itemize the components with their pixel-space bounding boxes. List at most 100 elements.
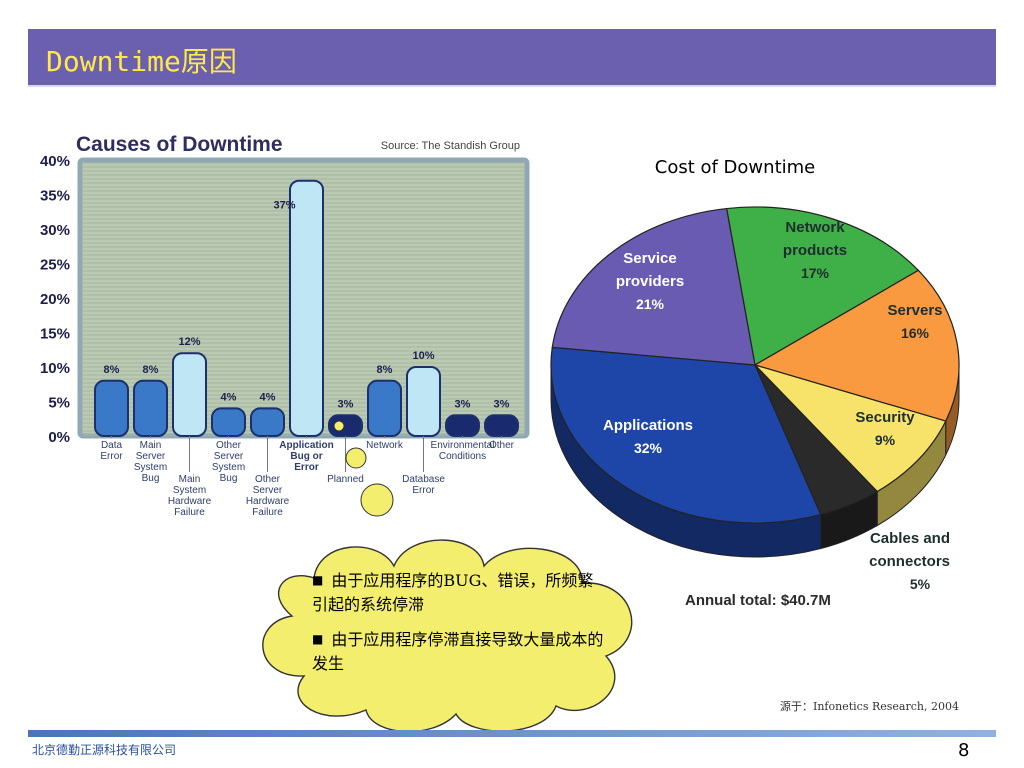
bar-value-label: 3% <box>338 398 354 410</box>
category-label: Other <box>216 440 242 451</box>
bar <box>133 379 168 438</box>
bar <box>250 407 285 437</box>
pie-slice-value: 9% <box>875 432 896 448</box>
bar <box>94 379 129 438</box>
pie-slice-label: providers <box>616 273 684 290</box>
category-label: Bug <box>220 473 238 484</box>
category-label: Main <box>179 474 201 485</box>
bar-chart-title: Causes of Downtime <box>76 133 283 156</box>
pie-slice-label: Network <box>785 219 845 236</box>
bar-value-label: 8% <box>143 364 159 376</box>
y-tick-label: 15% <box>40 326 70 343</box>
category-label: Server <box>214 451 244 462</box>
footer-company: 北京德勤正源科技有限公司 <box>32 743 177 757</box>
source-note: 源于：Infonetics Research, 2004 <box>780 700 959 713</box>
category-label: Network <box>366 440 404 451</box>
pie-slice-label: Applications <box>603 417 693 434</box>
bar <box>484 414 519 437</box>
y-tick-label: 0% <box>48 429 70 446</box>
y-tick-label: 10% <box>40 360 70 377</box>
pie-slice <box>725 206 920 366</box>
callout-item-text: 由于应用程序停滞直接导致大量成本的发生 <box>312 630 604 673</box>
pie-slice <box>752 363 947 493</box>
category-label: Hardware <box>246 496 290 507</box>
bar-value-label: 3% <box>494 398 510 410</box>
footer-bar <box>28 730 996 737</box>
bar <box>211 407 246 437</box>
pie-slice <box>551 207 756 366</box>
callout-cloud-shape <box>262 539 633 733</box>
y-tick-label: 35% <box>40 188 70 205</box>
category-label: Failure <box>174 507 205 518</box>
slide-title: Downtime原因 <box>46 45 237 78</box>
bullet-icon: ■ <box>312 632 324 646</box>
y-tick-label: 20% <box>40 291 70 308</box>
category-label: Data <box>101 440 123 451</box>
bar <box>367 379 402 438</box>
slide-header: Downtime原因 <box>28 29 996 85</box>
category-label: Error <box>294 462 319 473</box>
bullet-icon: ■ <box>312 573 324 587</box>
category-label: Planned <box>327 474 364 485</box>
pie-slice-value: 5% <box>910 576 931 592</box>
bar <box>328 414 363 437</box>
category-label: Other <box>255 474 281 485</box>
pie-slice-label: Servers <box>887 302 942 319</box>
pie-slice-label: connectors <box>869 553 950 570</box>
bar-value-label: 4% <box>221 391 237 403</box>
category-label: Main <box>140 440 162 451</box>
category-label: System <box>173 485 206 496</box>
category-label: Error <box>100 451 123 462</box>
pie-slice-value: 16% <box>901 325 930 341</box>
pie-slice <box>753 269 960 422</box>
y-tick-label: 30% <box>40 222 70 239</box>
pie-total-label: Annual total: $40.7M <box>685 592 831 609</box>
page-number: 8 <box>958 740 970 761</box>
bar-value-label: 8% <box>377 364 393 376</box>
header-rule <box>28 85 996 87</box>
callout-item: ■ 由于应用程序的BUG、错误，所频繁引起的系统停滞 <box>312 568 608 617</box>
y-tick-label: 5% <box>48 395 70 412</box>
category-label: Bug or <box>290 451 322 462</box>
category-label: Environmental <box>431 440 495 451</box>
bar <box>445 414 480 437</box>
bar <box>406 366 441 437</box>
bar-value-label: 4% <box>260 391 276 403</box>
cost-of-downtime-pie-chart: Cost of Downtime Network products 17% Server… <box>550 157 960 609</box>
pie-slice-label: Service <box>623 250 676 267</box>
causes-of-downtime-bar-chart: Causes of Downtime Source: The Standish G… <box>40 133 530 518</box>
category-label: Database <box>402 474 445 485</box>
callout-cloud <box>262 539 633 733</box>
category-label: System <box>134 462 167 473</box>
category-label: Server <box>253 485 283 496</box>
pie-slice <box>550 346 822 524</box>
category-label: Conditions <box>439 451 486 462</box>
category-label: System <box>212 462 245 473</box>
bar-value-label: 12% <box>178 336 200 348</box>
pie-chart-title: Cost of Downtime <box>655 157 815 178</box>
category-label: Error <box>412 485 435 496</box>
category-label: Server <box>136 451 166 462</box>
category-label: Hardware <box>168 496 212 507</box>
pie-slice-label: products <box>783 242 847 259</box>
callout-item: ■ 由于应用程序停滞直接导致大量成本的发生 <box>312 627 608 676</box>
category-label: Failure <box>252 507 283 518</box>
callout-item-text: 由于应用程序的BUG、错误，所频繁引起的系统停滞 <box>312 571 594 614</box>
bar-chart-subtitle: Source: The Standish Group <box>381 140 520 152</box>
bar-value-label: 10% <box>412 350 434 362</box>
pie-slice-value: 17% <box>801 265 830 281</box>
bar-value-label: 3% <box>455 398 471 410</box>
bar-value-label: 8% <box>104 364 120 376</box>
category-label: Application <box>279 440 333 451</box>
category-label: Other <box>489 440 515 451</box>
bar-value-label: 37% <box>273 200 295 212</box>
category-label: Bug <box>142 473 160 484</box>
bar <box>289 179 324 438</box>
pie-slice-value: 21% <box>636 296 665 312</box>
y-tick-label: 40% <box>40 153 70 170</box>
callout-text: ■ 由于应用程序的BUG、错误，所频繁引起的系统停滞 ■ 由于应用程序停滞直接导致大… <box>312 568 608 686</box>
pie-slice-value: 32% <box>634 440 663 456</box>
pie-slice-label: Security <box>855 409 915 426</box>
pie-slice-label: Cables and <box>870 530 950 547</box>
y-tick-label: 25% <box>40 257 70 274</box>
